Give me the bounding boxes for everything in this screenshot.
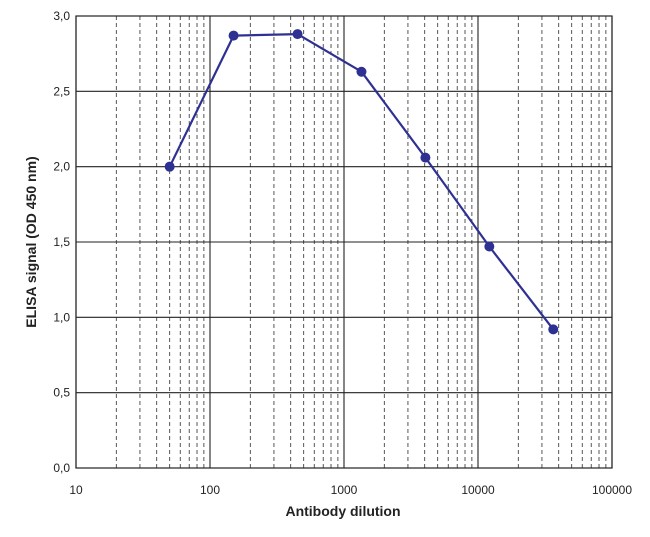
data-point	[548, 324, 559, 335]
series-line	[168, 32, 555, 331]
y-axis-title: ELISA signal (OD 450 nm)	[23, 156, 39, 327]
y-tick-label: 3,0	[53, 9, 70, 23]
grid-lines	[75, 15, 613, 469]
data-point	[292, 29, 303, 40]
x-tick-label: 10000	[461, 483, 495, 497]
data-point	[356, 66, 367, 77]
x-tick-label: 10	[69, 483, 83, 497]
x-tick-label: 1000	[331, 483, 358, 497]
plot-frame	[75, 15, 613, 469]
y-tick-label: 1,5	[53, 235, 70, 249]
x-axis-title: Antibody dilution	[285, 503, 400, 519]
y-tick-label: 0,5	[53, 386, 70, 400]
x-tick-label: 100000	[592, 483, 632, 497]
data-point	[420, 152, 431, 163]
y-tick-label: 2,5	[53, 84, 70, 98]
data-point	[484, 241, 495, 252]
y-tick-label: 2,0	[53, 160, 70, 174]
y-tick-label: 1,0	[53, 310, 70, 324]
y-tick-label: 0,0	[53, 461, 70, 475]
data-point	[228, 30, 239, 41]
x-tick-label: 100	[200, 483, 220, 497]
data-point	[164, 161, 175, 172]
